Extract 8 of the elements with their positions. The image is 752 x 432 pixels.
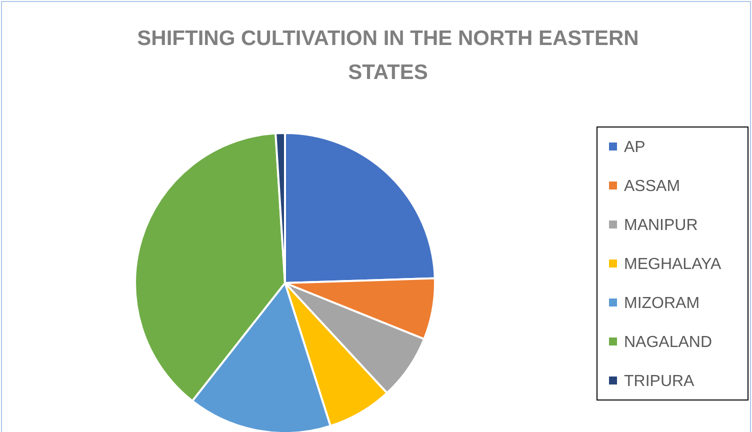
chart-title: SHIFTING CULTIVATION IN THE NORTH EASTERN STATES — [137, 27, 639, 84]
legend-label: MIZORAM — [624, 295, 700, 312]
legend-label: MEGHALAYA — [624, 256, 722, 274]
legend-label: AP — [624, 139, 646, 156]
legend-label: NAGALAND — [624, 334, 712, 352]
legend-label: ASSAM — [624, 178, 680, 196]
legend-label: TRIPURA — [624, 373, 695, 390]
legend-label: MANIPUR — [624, 217, 698, 234]
